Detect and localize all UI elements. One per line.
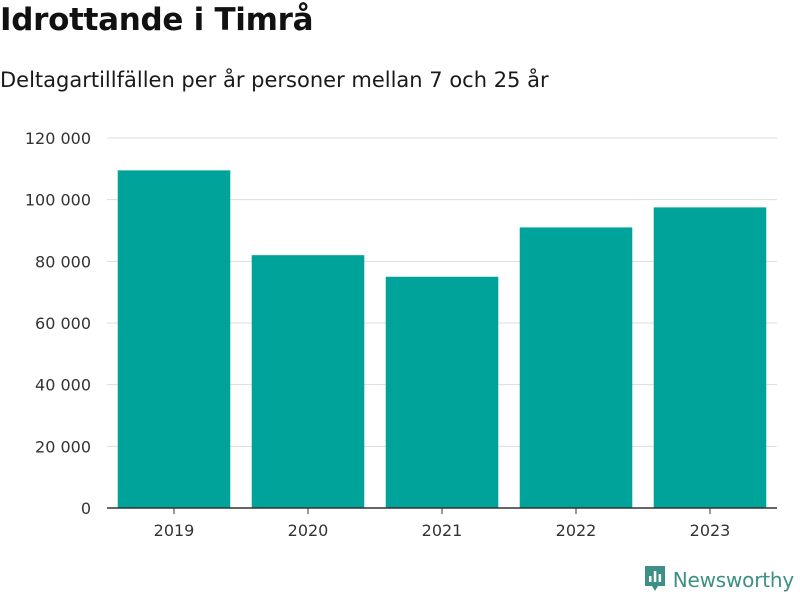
axes bbox=[107, 507, 777, 514]
x-tick-label: 2023 bbox=[690, 521, 731, 540]
chart-subtitle: Deltagartillfällen per år personer mella… bbox=[0, 68, 549, 92]
brand-name: Newsworthy bbox=[672, 568, 794, 592]
newsworthy-logo-icon bbox=[643, 564, 667, 596]
y-tick-label: 80 000 bbox=[35, 252, 91, 271]
x-tick-label: 2019 bbox=[154, 521, 195, 540]
bar-2020 bbox=[251, 255, 365, 508]
bar-2019 bbox=[117, 170, 231, 508]
bars bbox=[117, 170, 767, 508]
y-tick-label: 60 000 bbox=[35, 314, 91, 333]
bar-2023 bbox=[653, 207, 767, 508]
brand: Newsworthy bbox=[643, 564, 794, 596]
x-tick-label: 2022 bbox=[556, 521, 597, 540]
bar-chart: 0 20 000 40 000 60 000 80 000 100 000 120 000 2… bbox=[25, 129, 777, 540]
y-tick-label: 100 000 bbox=[25, 191, 91, 210]
x-tick-label: 2021 bbox=[422, 521, 463, 540]
y-tick-label: 120 000 bbox=[25, 129, 91, 148]
y-tick-label: 40 000 bbox=[35, 376, 91, 395]
bar-2022 bbox=[519, 227, 633, 508]
chart-title: Idrottande i Timrå bbox=[0, 2, 314, 38]
bar-2021 bbox=[385, 276, 499, 508]
y-tick-label: 0 bbox=[81, 499, 91, 518]
tick-labels: 0 20 000 40 000 60 000 80 000 100 000 120 000 2… bbox=[25, 129, 731, 540]
y-tick-label: 20 000 bbox=[35, 437, 91, 456]
x-tick-label: 2020 bbox=[288, 521, 329, 540]
